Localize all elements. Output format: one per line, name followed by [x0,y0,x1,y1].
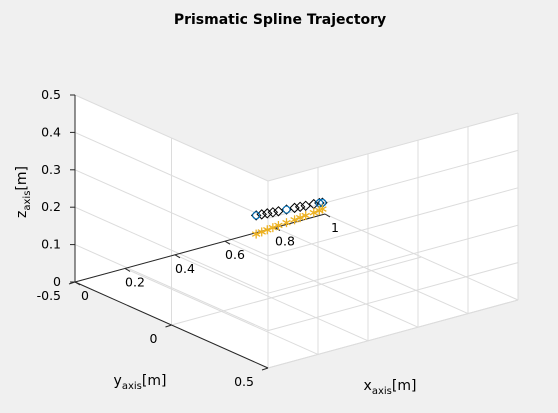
x-axis-label: xaxis[m] [364,378,417,397]
y-axis-label: yaxis[m] [114,373,167,392]
z-tick-label: 0.5 [41,87,61,102]
z-tick-label: 0.3 [41,162,61,177]
y-tick-label: 0.5 [234,374,254,389]
x-tick-label: 0.4 [175,261,195,276]
x-tick-label: 0.8 [275,234,295,249]
y-tick-label: -0.5 [37,288,61,303]
z-tick-label: 0 [53,274,61,289]
z-axis-label: zaxis[m] [14,166,33,218]
x-tick-label: 1 [331,220,339,235]
y-tick-mark [166,325,172,327]
z-tick-label: 0.2 [41,199,61,214]
z-tick-label: 0.1 [41,237,61,252]
x-tick-label: 0.6 [225,247,245,262]
axes-panes [75,95,518,368]
x-tick-label: 0 [81,288,89,303]
z-tick-label: 0.4 [41,124,61,139]
y-tick-mark [262,368,268,370]
y-tick-label: 0 [150,331,158,346]
chart-title: Prismatic Spline Trajectory [174,12,386,28]
back-wall-pane [268,113,518,368]
x-tick-label: 0.2 [125,274,145,289]
